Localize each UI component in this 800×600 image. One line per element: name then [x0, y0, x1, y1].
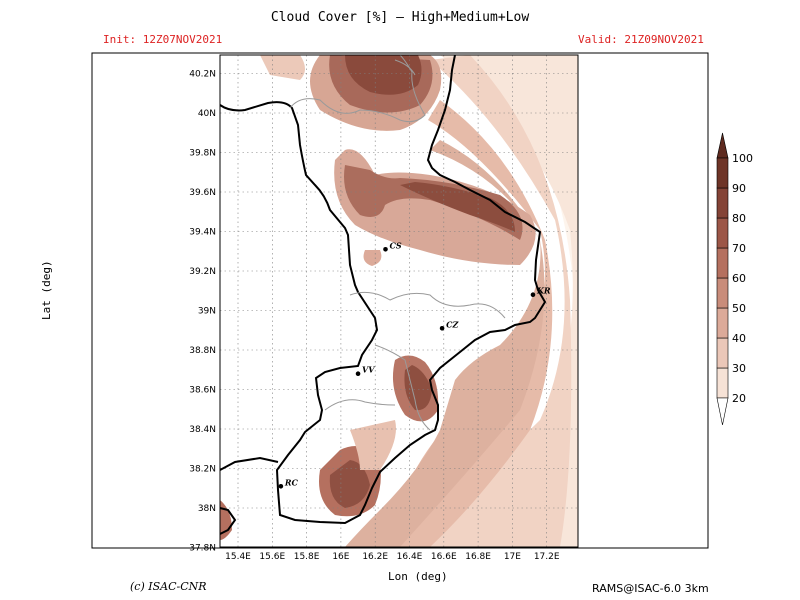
colorbar-segment: [716, 157, 729, 189]
valid-time: Valid: 21Z09NOV2021: [578, 33, 704, 46]
x-axis-label: Lon (deg): [388, 570, 448, 583]
lat-tick-label: 39N: [198, 307, 216, 317]
colorbar: 20 30 40 50 60 70 80 90 100: [716, 132, 753, 426]
colorbar-label: 30: [732, 362, 746, 375]
city-marker: [439, 325, 445, 331]
lat-tick-label: 38.4N: [189, 425, 216, 435]
lat-tick-labels: 37.8N 38N 38.2N 38.4N 38.6N 38.8N 39N 39.2N 39.4…: [189, 70, 216, 554]
lon-tick-label: 15.4E: [225, 552, 251, 562]
city-marker: [355, 371, 361, 377]
chart-title: Cloud Cover [%] — High+Medium+Low: [270, 10, 530, 25]
lat-tick-label: 39.4N: [189, 228, 216, 238]
colorbar-label: 80: [732, 212, 746, 225]
lon-tick-label: 17E: [504, 552, 521, 562]
colorbar-segment: [716, 247, 729, 279]
colorbar-label: 60: [732, 272, 746, 285]
colorbar-segment: [716, 307, 729, 339]
colorbar-label: 90: [732, 182, 746, 195]
plot-border: [219, 54, 579, 548]
colorbar-label: 70: [732, 242, 746, 255]
lat-tick-label: 40N: [198, 109, 216, 119]
city-label: RC: [284, 477, 299, 487]
city-label: KR: [536, 286, 551, 296]
colorbar-label: 40: [732, 332, 746, 345]
city-marker: [278, 483, 284, 489]
lat-tick-label: 40.2N: [189, 70, 216, 80]
city-marker: [383, 246, 388, 252]
admin-boundaries: [289, 54, 506, 431]
lat-tick-label: 37.8N: [189, 544, 216, 554]
graticule: [220, 55, 578, 547]
lon-tick-label: 15.6E: [259, 552, 285, 562]
colorbar-segment: [716, 187, 729, 219]
lat-tick-label: 38.6N: [189, 386, 216, 396]
lon-tick-labels: 15.4E 15.6E 15.8E 16E 16.2E 16.4E 16.6E 16.8E 17…: [225, 552, 560, 562]
lat-tick-label: 38.2N: [189, 465, 216, 475]
colorbar-label: 20: [732, 392, 746, 405]
lon-tick-label: 15.8E: [294, 552, 320, 562]
coastline: [219, 54, 547, 535]
lon-tick-label: 16.6E: [431, 552, 457, 562]
lon-tick-label: 16.4E: [397, 552, 423, 562]
colorbar-segment: [716, 367, 729, 399]
city-label: CZ: [446, 319, 459, 329]
city-marker: [530, 292, 536, 298]
lat-tick-label: 38.8N: [189, 346, 216, 356]
colorbar-label: 100: [732, 152, 753, 165]
credit: (c) ISAC-CNR: [130, 580, 207, 593]
lat-tick-label: 39.6N: [189, 188, 216, 198]
city-label: CS: [389, 240, 401, 250]
colorbar-segment: [716, 337, 729, 369]
lon-tick-label: 16.2E: [362, 552, 388, 562]
model-label: RAMS@ISAC-6.0 3km: [592, 582, 709, 595]
lat-tick-label: 39.8N: [189, 149, 216, 159]
plot-frame: [91, 52, 709, 549]
city-markers: CS KR CZ VV RC: [278, 240, 551, 489]
lat-tick-label: 38N: [198, 504, 216, 514]
colorbar-min-arrow: [716, 397, 729, 426]
y-axis-label: Lat (deg): [40, 260, 53, 320]
lon-tick-label: 16.8E: [465, 552, 491, 562]
cloud-field: [220, 55, 578, 547]
lat-tick-label: 39.2N: [189, 267, 216, 277]
colorbar-segment: [716, 277, 729, 309]
init-time: Init: 12Z07NOV2021: [103, 33, 223, 46]
city-label: VV: [362, 365, 375, 375]
colorbar-segment: [716, 217, 729, 249]
lon-tick-label: 16E: [332, 552, 349, 562]
lon-tick-label: 17.2E: [534, 552, 560, 562]
colorbar-max-arrow: [716, 132, 729, 159]
colorbar-label: 50: [732, 302, 746, 315]
